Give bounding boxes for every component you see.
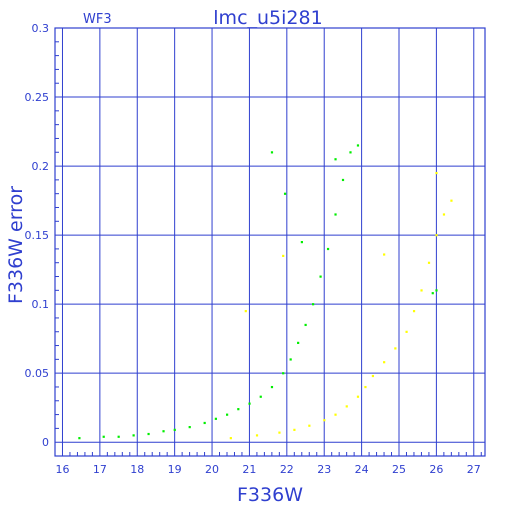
- data-point: [297, 341, 300, 344]
- data-point: [349, 151, 352, 154]
- data-point: [319, 275, 322, 278]
- data-point: [293, 428, 296, 431]
- y-tick-label: 0.25: [25, 91, 50, 104]
- data-point: [420, 289, 423, 292]
- data-point: [162, 430, 165, 433]
- data-point: [356, 395, 360, 398]
- data-point: [147, 432, 150, 436]
- x-tick-label: 21: [242, 463, 256, 476]
- data-point: [427, 261, 431, 264]
- data-point: [282, 372, 285, 375]
- data-point: [237, 408, 240, 411]
- data-point: [323, 419, 326, 422]
- data-point: [188, 426, 191, 429]
- x-tick-label: 18: [130, 463, 144, 476]
- y-tick-label: 0.1: [32, 298, 50, 311]
- data-point: [412, 310, 416, 313]
- y-tick-label: 0.05: [25, 367, 50, 380]
- data-point: [431, 292, 434, 295]
- data-point: [203, 421, 206, 425]
- data-point: [229, 437, 232, 440]
- data-point: [117, 435, 120, 438]
- data-point: [364, 385, 367, 389]
- data-point: [334, 158, 337, 161]
- y-tick-label: 0.3: [32, 22, 50, 35]
- data-point: [442, 213, 446, 216]
- data-point: [435, 289, 438, 292]
- data-point: [244, 310, 247, 313]
- data-point: [312, 303, 315, 306]
- x-axis-label: F336W: [237, 484, 303, 506]
- data-point: [304, 323, 307, 327]
- data-point: [289, 358, 292, 361]
- data-point: [334, 213, 337, 216]
- data-point: [255, 434, 259, 437]
- x-tick-label: 19: [168, 463, 182, 476]
- y-axis-label: F336W error: [5, 186, 27, 304]
- x-tick-label: 24: [355, 463, 369, 476]
- chart-title: lmc_u5i281: [213, 7, 322, 29]
- data-point: [283, 192, 287, 195]
- data-point: [102, 435, 105, 438]
- data-point: [341, 178, 345, 182]
- data-points: [78, 144, 453, 440]
- data-point: [282, 254, 285, 258]
- data-point: [435, 171, 438, 175]
- data-point: [132, 434, 135, 437]
- data-point: [270, 385, 274, 389]
- data-point: [356, 144, 360, 147]
- data-point: [326, 247, 330, 251]
- data-point: [435, 234, 438, 237]
- corner-label: WF3: [83, 12, 112, 27]
- x-tick-label: 27: [467, 463, 481, 476]
- x-tick-label: 16: [55, 463, 69, 476]
- x-tick-labels: 16 17 18 19 20 21 22 23 24 25 26 27: [55, 463, 480, 476]
- tick-marks: [55, 41, 482, 456]
- y-tick-label: 0.15: [25, 229, 50, 242]
- y-tick-labels: 0 0.05 0.1 0.15 0.2 0.25 0.3: [25, 22, 50, 449]
- y-tick-label: 0.2: [32, 160, 50, 173]
- data-point: [345, 405, 348, 408]
- x-tick-label: 26: [429, 463, 443, 476]
- data-point: [214, 417, 217, 420]
- data-point: [270, 151, 274, 154]
- data-point: [383, 253, 386, 256]
- data-point: [300, 241, 303, 244]
- x-tick-label: 22: [280, 463, 294, 476]
- x-tick-label: 25: [392, 463, 406, 476]
- x-tick-label: 20: [205, 463, 219, 476]
- data-point: [173, 428, 176, 431]
- data-point: [226, 413, 229, 416]
- data-point: [278, 431, 281, 434]
- y-tick-label: 0: [42, 436, 49, 449]
- data-point: [383, 361, 386, 364]
- data-point: [248, 402, 251, 405]
- data-point: [259, 395, 262, 398]
- x-tick-label: 17: [93, 463, 107, 476]
- data-point: [334, 413, 337, 416]
- data-point: [450, 199, 453, 202]
- data-point: [394, 347, 397, 350]
- data-point: [308, 424, 311, 427]
- data-point: [78, 437, 81, 440]
- x-tick-label: 23: [317, 463, 331, 476]
- data-point: [371, 374, 375, 378]
- data-point: [405, 330, 408, 333]
- plot-area: [54, 27, 486, 457]
- grid-lines: [55, 27, 485, 456]
